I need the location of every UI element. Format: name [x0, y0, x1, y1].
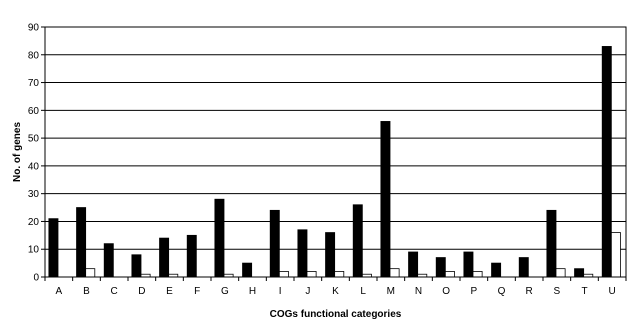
x-tick-label-L: L [360, 286, 366, 297]
bar-P-series-2 [472, 271, 483, 278]
bar-R-series-1 [518, 257, 529, 278]
bar-S-series-2 [555, 268, 566, 278]
x-tick-label-R: R [526, 286, 533, 297]
bar-K-series-2 [334, 271, 345, 278]
bar-Q-series-1 [491, 262, 502, 278]
x-axis-ticks: A B C D E F G H I J K L M N O P Q R S T U [44, 277, 627, 297]
x-tick-label-P: P [470, 286, 477, 297]
bar-O-series-1 [435, 257, 446, 278]
bar-K-series-1 [325, 232, 336, 278]
bar-M-series-2 [389, 268, 400, 278]
x-tick-label-Q: Q [498, 286, 506, 297]
x-tick-label-O: O [442, 286, 450, 297]
bar-I-series-1 [269, 209, 280, 278]
x-tick-label-T: T [581, 286, 587, 297]
bar-L-series-1 [352, 204, 363, 278]
bar-U-series-1 [601, 46, 612, 278]
x-tick-label-J: J [305, 286, 310, 297]
x-tick-label-E: E [166, 286, 173, 297]
x-tick-label-M: M [387, 286, 395, 297]
y-tick-label: 10 [28, 245, 40, 256]
x-tick-label-K: K [332, 286, 339, 297]
bars [48, 46, 621, 278]
bar-E-series-1 [159, 237, 170, 278]
plot-frame [44, 26, 627, 278]
bar-D-series-1 [131, 254, 142, 278]
bar-U-series-2 [610, 232, 621, 278]
bar-T-series-1 [574, 268, 585, 278]
bar-S-series-1 [546, 209, 557, 278]
bar-A-series-1 [48, 218, 59, 278]
bar-B-series-2 [85, 268, 96, 278]
y-tick-label: 70 [28, 78, 40, 89]
bar-J-series-1 [297, 229, 308, 278]
bar-G-series-1 [214, 198, 225, 278]
y-tick-label: 90 [28, 23, 40, 34]
x-tick-label-A: A [55, 286, 62, 297]
bar-M-series-1 [380, 121, 391, 278]
bar-B-series-1 [76, 207, 87, 278]
bar-C-series-1 [103, 243, 114, 278]
x-tick-label-G: G [221, 286, 229, 297]
x-tick-label-B: B [83, 286, 90, 297]
x-axis-title: COGs functional categories [270, 309, 402, 320]
x-tick-label-H: H [249, 286, 256, 297]
bar-N-series-1 [408, 251, 419, 278]
y-tick-label: 40 [28, 161, 40, 172]
x-tick-label-F: F [194, 286, 200, 297]
x-tick-label-N: N [415, 286, 422, 297]
x-tick-label-C: C [111, 286, 118, 297]
x-tick-label-D: D [138, 286, 145, 297]
bar-H-series-1 [242, 262, 253, 278]
x-tick-label-I: I [279, 286, 282, 297]
bar-J-series-2 [306, 271, 317, 278]
y-tick-label: 50 [28, 134, 40, 145]
y-axis-ticks: 0 10 20 30 40 50 60 70 80 90 [28, 23, 45, 284]
bar-O-series-2 [444, 271, 455, 278]
gridlines [45, 26, 626, 250]
bar-F-series-1 [186, 234, 197, 278]
x-tick-label-U: U [609, 286, 616, 297]
y-tick-label: 20 [28, 217, 40, 228]
y-axis-title: No. of genes [12, 122, 23, 182]
bar-P-series-1 [463, 251, 474, 278]
y-tick-label: 0 [33, 273, 39, 284]
y-tick-label: 30 [28, 189, 40, 200]
y-tick-label: 60 [28, 106, 40, 117]
x-tick-label-S: S [553, 286, 560, 297]
bar-I-series-2 [278, 271, 289, 278]
y-tick-label: 80 [28, 50, 40, 61]
